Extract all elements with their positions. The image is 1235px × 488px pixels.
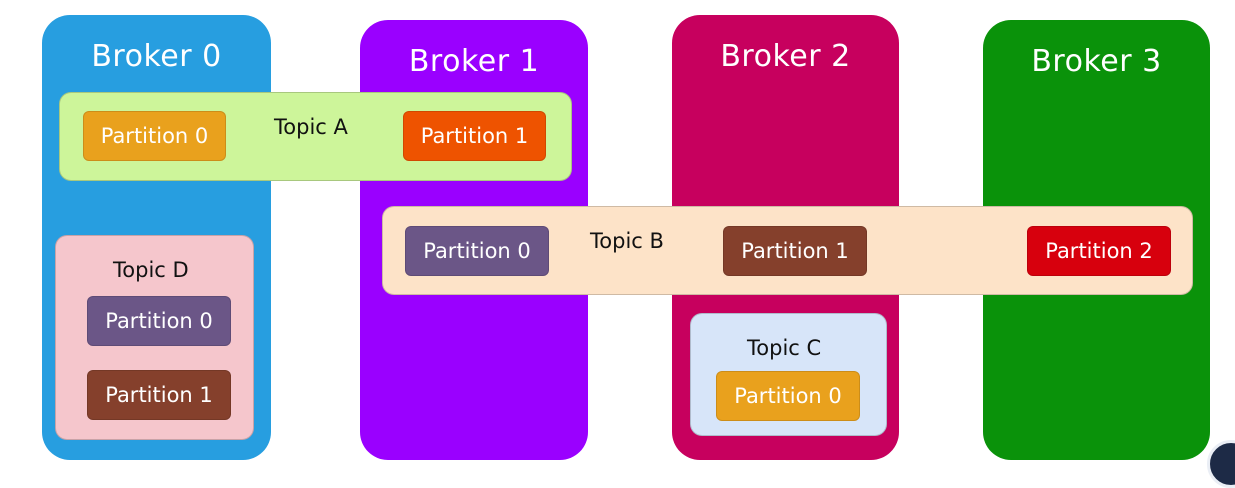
broker-3-title: Broker 3 <box>1031 44 1162 79</box>
topic-a-partition-0: Partition 0 <box>83 111 226 161</box>
broker-1-title: Broker 1 <box>408 44 540 79</box>
topic-d-box: Topic D Partition 0 Partition 1 <box>55 235 254 440</box>
broker-0-title: Broker 0 <box>91 39 222 74</box>
topic-d-partition-0: Partition 0 <box>87 296 231 346</box>
topic-c-title: Topic C <box>747 336 822 360</box>
topic-a-title: Topic A <box>274 115 348 139</box>
topic-b-title: Topic B <box>590 229 664 253</box>
topic-a-box: Topic A Partition 0 Partition 1 <box>59 92 572 181</box>
topic-c-partition-0: Partition 0 <box>716 371 860 421</box>
topic-b-partition-0: Partition 0 <box>405 226 549 276</box>
topic-d-title: Topic D <box>113 258 189 282</box>
topic-b-box: Topic B Partition 0 Partition 1 Partitio… <box>382 206 1193 295</box>
topic-d-partition-1: Partition 1 <box>87 370 231 420</box>
topic-b-partition-1: Partition 1 <box>723 226 867 276</box>
topic-b-partition-2: Partition 2 <box>1027 226 1171 276</box>
topic-c-box: Topic C Partition 0 <box>690 313 887 436</box>
broker-2-title: Broker 2 <box>720 39 851 74</box>
presenter-avatar-fragment <box>1207 440 1235 488</box>
topic-a-partition-1: Partition 1 <box>403 111 546 161</box>
